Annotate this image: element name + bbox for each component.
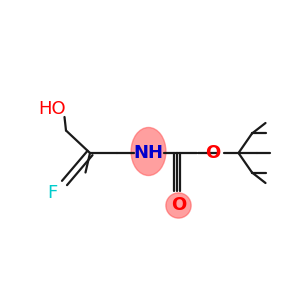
Ellipse shape [131,128,166,176]
Circle shape [166,193,191,218]
Text: O: O [206,144,220,162]
Text: F: F [47,184,58,202]
Text: O: O [171,196,186,214]
Text: HO: HO [39,100,66,118]
Text: NH: NH [134,144,164,162]
